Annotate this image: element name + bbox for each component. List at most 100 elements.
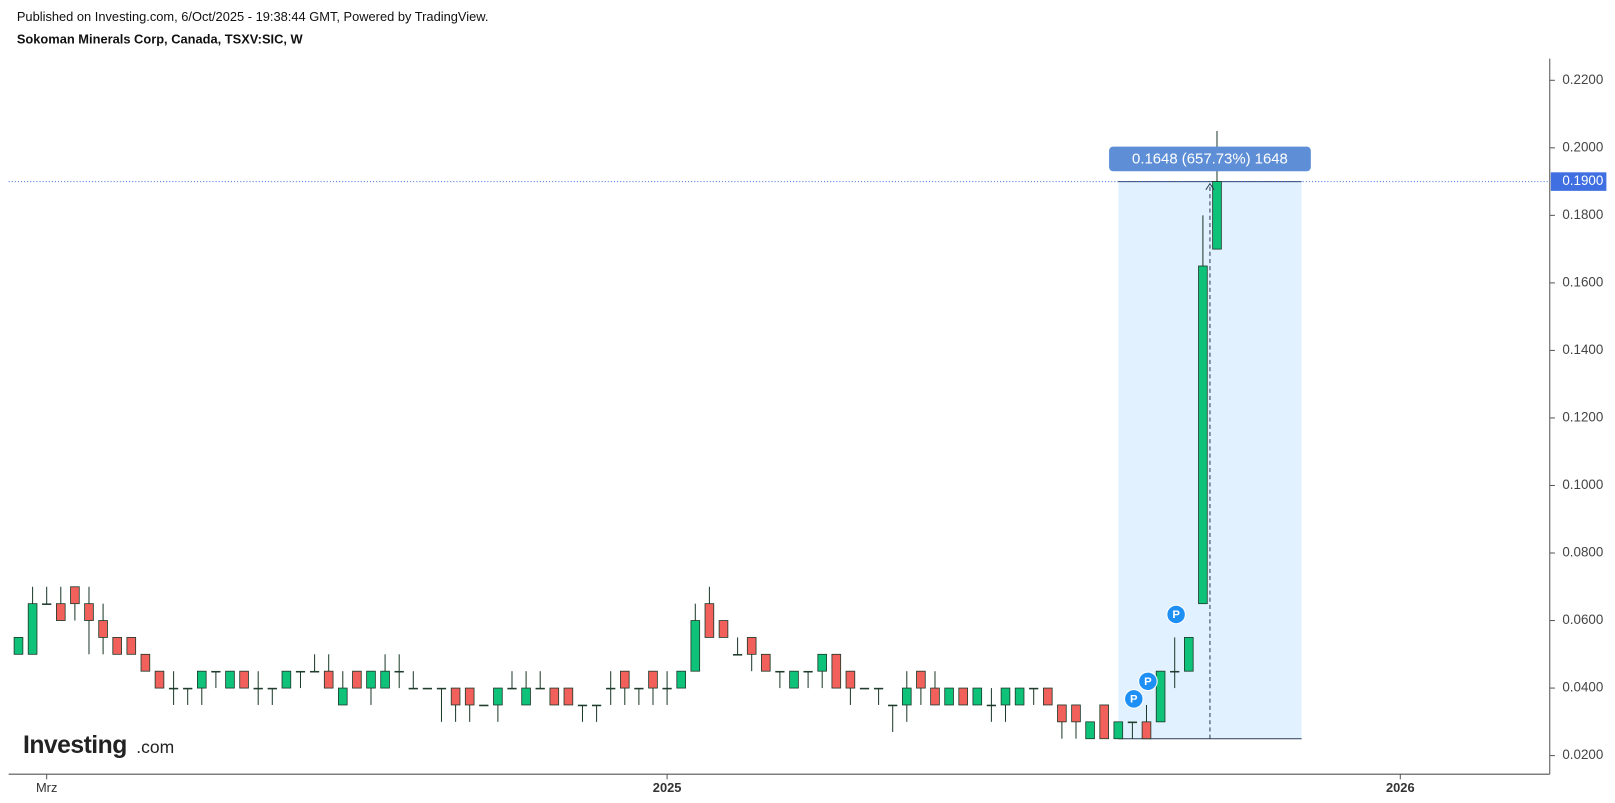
candle-body <box>352 670 362 689</box>
candle-body <box>648 670 658 689</box>
candle-body <box>817 653 827 672</box>
candle-body <box>845 670 856 689</box>
candle-body <box>888 704 898 707</box>
candle-body <box>676 670 686 689</box>
candle-body <box>479 704 489 707</box>
measure-arrowhead <box>1205 182 1215 191</box>
candle-body <box>1000 687 1011 706</box>
candle-body <box>154 670 165 689</box>
candle-body <box>253 687 263 690</box>
candle-body <box>1170 670 1180 673</box>
x-tick-label: 2025 <box>653 780 682 795</box>
candle-body <box>168 687 179 690</box>
candle-body <box>704 603 715 638</box>
candle-body <box>916 670 926 689</box>
published-line: Published on Investing.com, 6/Oct/2025 -… <box>17 9 489 24</box>
y-tick-label: 0.1800 <box>1562 207 1603 222</box>
event-marker-label: P <box>1130 693 1138 705</box>
candle-body <box>197 670 207 689</box>
y-tick-label: 0.0600 <box>1562 612 1603 627</box>
candle-body <box>690 620 701 672</box>
candle-body <box>323 670 334 689</box>
candle-body <box>859 687 870 690</box>
candle-body <box>521 687 531 706</box>
candle-body <box>803 670 813 673</box>
y-tick-label: 0.1000 <box>1562 477 1603 492</box>
candle-body <box>718 620 729 638</box>
candle-body <box>493 687 503 706</box>
candle-body <box>450 687 461 706</box>
candle-body <box>746 637 757 655</box>
y-tick-label: 0.1200 <box>1562 409 1603 424</box>
candle-body <box>56 603 66 621</box>
candle-body <box>1071 704 1081 723</box>
event-marker-label: P <box>1144 676 1152 688</box>
candle-body <box>42 603 52 605</box>
candle-body <box>775 670 785 673</box>
candle-body <box>1141 721 1152 740</box>
candle-body <box>84 603 94 621</box>
candle-body <box>535 687 545 690</box>
candle-body <box>183 687 193 690</box>
candle-body <box>436 687 447 690</box>
y-tick-label: 0.2000 <box>1562 139 1603 154</box>
candle-body <box>1029 687 1039 690</box>
candle-body <box>408 687 418 690</box>
candle-body <box>634 687 644 690</box>
y-tick-label: 0.0400 <box>1562 680 1603 695</box>
candle-body <box>789 670 799 689</box>
measure-label-bg <box>1109 146 1311 172</box>
candle-body <box>464 687 475 706</box>
x-tick-label: Mrz <box>36 780 57 795</box>
last-price-tag <box>1550 172 1607 191</box>
candle-body <box>309 670 320 673</box>
event-marker <box>1124 689 1144 709</box>
candle-body <box>662 687 672 690</box>
chart-title: Sokoman Minerals Corp, Canada, TSXV:SIC,… <box>17 32 304 47</box>
candle-body <box>1099 704 1109 740</box>
candle-body <box>902 687 912 706</box>
candle-body <box>380 670 390 689</box>
candle-body <box>606 687 616 690</box>
watermark-main: Investing <box>23 732 127 759</box>
candle-body <box>873 687 884 690</box>
candle-body <box>620 670 630 689</box>
candle-body <box>1113 721 1124 740</box>
candle-body <box>732 654 743 656</box>
candle-body <box>281 670 292 689</box>
candle-body <box>126 637 137 655</box>
candle-body <box>507 687 517 690</box>
event-marker <box>1138 671 1158 692</box>
candle-body <box>1057 704 1067 723</box>
y-tick-label: 0.0200 <box>1562 747 1603 762</box>
candle-body <box>267 687 277 690</box>
event-marker <box>1166 604 1186 625</box>
measure-label: 0.1648 (657.73%) 1648 <box>1132 150 1288 167</box>
candle-body <box>1198 265 1208 605</box>
candle-body <box>338 687 348 706</box>
candle-body <box>563 687 574 706</box>
candle-body <box>422 687 433 690</box>
candle-body <box>944 687 954 706</box>
candle-body <box>958 687 968 706</box>
candle-body <box>27 603 38 655</box>
y-tick-label: 0.1400 <box>1562 342 1603 357</box>
candle-body <box>930 687 940 706</box>
measure-box <box>1118 181 1302 739</box>
candle-body <box>761 653 771 672</box>
candle-body <box>1085 721 1095 740</box>
x-tick-label: 2026 <box>1386 780 1415 795</box>
candle-body <box>1043 687 1053 706</box>
candle-body <box>239 670 249 689</box>
candle-body <box>831 653 842 689</box>
candle-body <box>549 687 560 706</box>
event-marker-label: P <box>1172 609 1180 621</box>
candle-body <box>1127 721 1138 724</box>
candle-body <box>211 670 221 673</box>
candle-body <box>112 637 122 655</box>
candle-body <box>295 670 306 673</box>
candle-body <box>591 704 602 707</box>
candle-body <box>1184 637 1194 672</box>
